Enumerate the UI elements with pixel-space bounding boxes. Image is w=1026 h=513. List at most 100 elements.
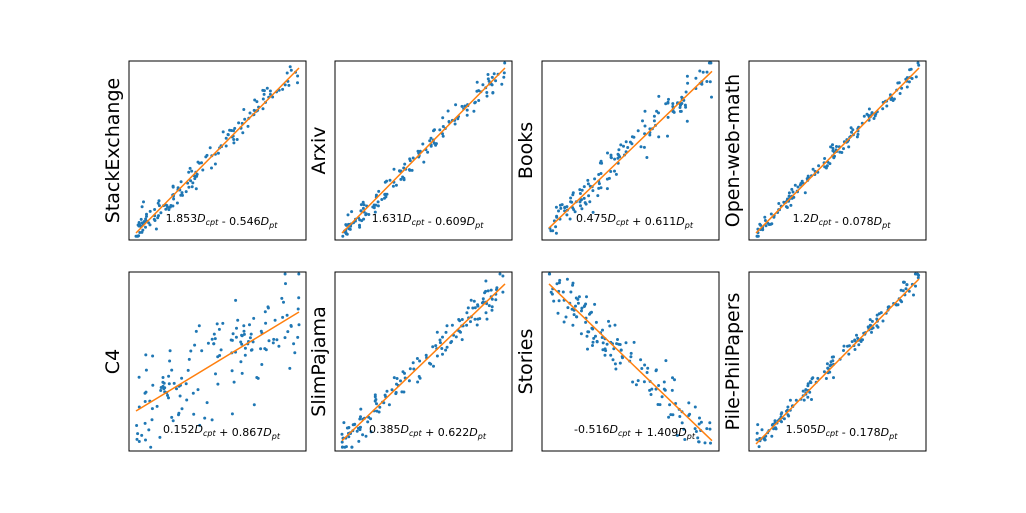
scatter-point [591,344,594,347]
scatter-point [144,368,148,372]
scatter-point [569,290,573,294]
scatter-point [808,390,812,394]
scatter-point [755,438,759,442]
scatter-point [571,191,575,195]
scatter-point [587,194,591,198]
scatter-point [782,417,786,421]
scatter-point [685,74,689,78]
scatter-point [171,184,175,188]
scatter-point [618,361,622,365]
scatter-point [599,186,603,190]
scatter-point [287,83,291,87]
scatter-point [248,323,251,327]
panel-books: 0.475Dcpt + 0.611Dpt Books [515,60,720,241]
scatter-point [242,332,246,336]
scatter-point [580,188,584,192]
scatter-point [167,374,171,378]
scatter-point [902,280,905,284]
fit-line [755,278,920,445]
panel-title: Open-web-math [722,74,744,227]
scatter-point [350,210,354,214]
scatter-point [619,348,623,352]
scatter-point [167,396,170,400]
scatter-point [342,421,346,425]
scatter-point [586,178,590,182]
scatter-point [917,273,921,277]
scatter-point [900,300,904,304]
scatter-point [885,104,889,108]
scatter-point [490,308,494,312]
scatter-point [642,145,646,149]
scatter-point [855,135,859,139]
scatter-point [626,146,630,149]
scatter-point [811,167,815,171]
scatter-point [501,274,505,278]
scatter-point [153,208,157,211]
scatter-point [806,174,810,178]
scatter-point [417,375,421,378]
scatter-point [913,272,917,276]
scatter-point [239,360,243,364]
scatter-point [597,186,601,190]
scatter-point [411,361,415,365]
scatter-point [654,368,658,372]
scatter-point [564,315,568,319]
scatter-point [200,161,203,165]
scatter-point [296,335,300,339]
scatter-point [221,130,225,134]
scatter-point [364,212,368,216]
scatter-point [868,318,872,322]
scatter-point [289,68,293,72]
scatter-point [473,306,477,310]
scatter-point [384,195,388,199]
scatter-point [473,101,477,105]
scatter-point [475,80,479,84]
scatter-point [189,349,193,353]
scatter-point [361,206,365,210]
scatter-point [786,405,790,409]
scatter-point [240,333,244,337]
scatter-point [806,395,810,399]
scatter-point [138,231,142,234]
scatter-point [261,97,265,101]
scatter-point [707,61,711,65]
scatter-point [358,428,362,432]
scatter-point [756,423,760,427]
scatter-point [881,107,885,111]
scatter-point [554,231,558,235]
scatter-point [495,288,498,292]
scatter-point [255,100,259,104]
scatter-point [144,353,148,357]
scatter-point [594,320,598,324]
scatter-point [494,298,498,302]
scatter-point [206,341,210,345]
scatter-point [296,81,299,85]
scatter-point [886,305,890,309]
scatter-point [673,378,676,382]
scatter-point [429,136,433,140]
scatter-point [272,337,276,341]
scatter-point [205,401,209,405]
scatter-point [450,323,454,327]
scatter-point [678,415,682,418]
scatter-point [403,162,407,166]
scatter-point [501,290,505,294]
scatter-point [666,134,669,138]
scatter-point [263,310,267,314]
scatter-point [593,302,597,306]
scatter-point [552,299,556,303]
scatter-point [232,129,235,133]
scatter-point [155,404,159,408]
scatter-point [144,217,148,221]
scatter-point [150,418,154,422]
scatter-point [657,94,661,98]
panel-frame [128,60,307,241]
scatter-point [407,168,411,172]
scatter-point [642,380,646,384]
scatter-point [842,344,846,348]
scatter-point [224,136,228,140]
scatter-point [622,144,625,148]
scatter-point [787,194,791,198]
scatter-point [215,322,219,326]
